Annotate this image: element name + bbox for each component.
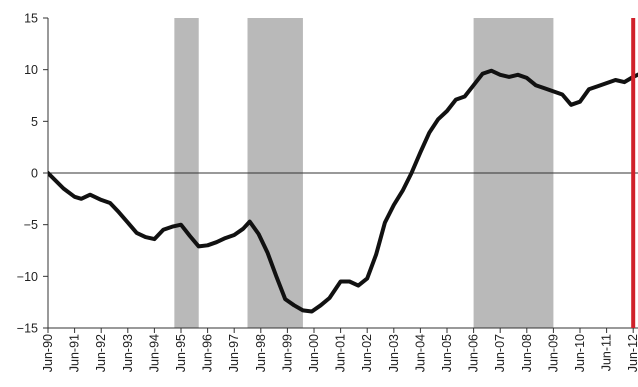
- x-tick-label: Jun-95: [174, 334, 188, 372]
- series-layer: [48, 68, 638, 314]
- y-tick-label: 0: [31, 167, 38, 181]
- x-tick-label: Jun-96: [201, 334, 215, 372]
- x-tick-label: Jun-07: [493, 334, 507, 372]
- x-tick-label: Jun-08: [520, 334, 534, 372]
- x-tick-label: Jun-06: [467, 334, 481, 372]
- y-tick-label: 5: [31, 115, 38, 129]
- x-tick-label: Jun-94: [147, 334, 161, 372]
- y-tick-label: 15: [24, 12, 38, 26]
- x-tick-label: Jun-91: [68, 334, 82, 372]
- axes: [43, 17, 638, 333]
- y-tick-label: 10: [24, 63, 38, 77]
- x-tick-label: Jun-01: [334, 334, 348, 372]
- x-tick-label: Jun-00: [307, 334, 321, 372]
- y-tick-label: −10: [17, 270, 38, 284]
- y-tick-label: −5: [24, 218, 38, 232]
- x-tick-label: Jun-92: [94, 334, 108, 372]
- x-tick-label: Jun-03: [387, 334, 401, 372]
- x-tick-label: Jun-10: [573, 334, 587, 372]
- x-tick-label: Jun-90: [41, 334, 55, 372]
- y-tick-labels: 15 10 5 0 −5 −10 −15: [17, 12, 38, 336]
- y-tick-label: −15: [17, 322, 38, 336]
- x-tick-label: Jun-99: [280, 334, 294, 372]
- x-tick-label: Jun-09: [546, 334, 560, 372]
- x-tick-label: Jun-93: [121, 334, 135, 372]
- x-tick-label: Jun-12: [626, 334, 638, 372]
- x-tick-label: Jun-04: [413, 334, 427, 372]
- x-tick-label: Jun-11: [600, 334, 614, 371]
- x-tick-label: Jun-98: [254, 334, 268, 372]
- x-tick-label: Jun-97: [227, 334, 241, 372]
- series-line-1: [48, 68, 638, 314]
- x-tick-label: Jun-05: [440, 334, 454, 372]
- x-tick-labels: Jun-90 Jun-91 Jun-92 Jun-93 Jun-94 Jun-95 Jun-…: [41, 334, 638, 372]
- x-tick-label: Jun-02: [360, 334, 374, 372]
